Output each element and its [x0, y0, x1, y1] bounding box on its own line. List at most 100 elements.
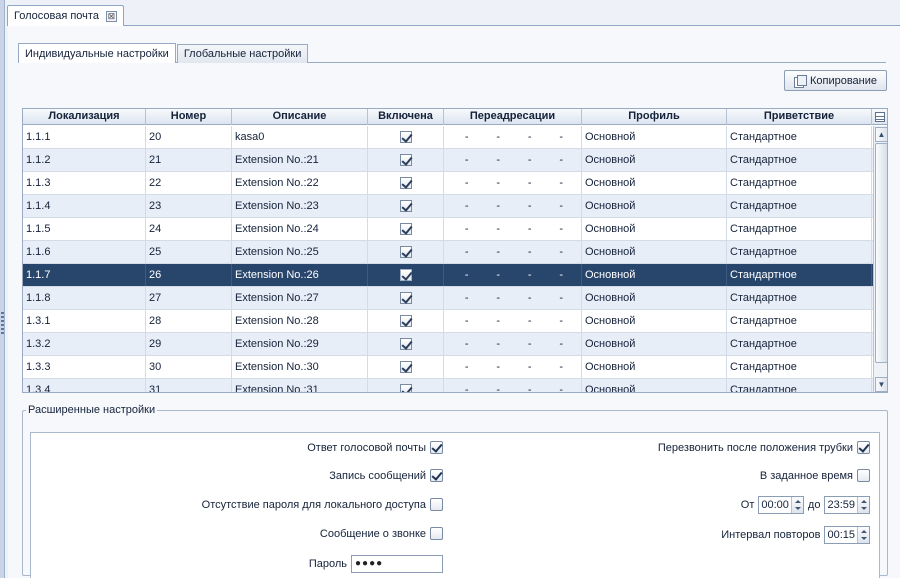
cell-enabled[interactable] [368, 333, 444, 355]
cell-enabled[interactable] [368, 172, 444, 194]
cell-enabled[interactable] [368, 126, 444, 148]
table-row[interactable]: 1.3.2 29 Extension No.:29 - - - - Основной Станд… [23, 333, 873, 356]
cell-description[interactable]: Extension No.:31 [232, 379, 368, 392]
table-row[interactable]: 1.3.3 30 Extension No.:30 - - - - Основной Станд… [23, 356, 873, 379]
scrollbar-thumb[interactable] [875, 143, 887, 363]
cell-greeting[interactable]: Стандартное [727, 264, 872, 286]
cell-localization[interactable]: 1.3.2 [23, 333, 146, 355]
col-header-description[interactable]: Описание [232, 109, 368, 125]
cell-localization[interactable]: 1.1.5 [23, 218, 146, 240]
repeat-interval-stepper-icon[interactable] [857, 527, 869, 543]
table-row[interactable]: 1.3.1 28 Extension No.:28 - - - - Основной Станд… [23, 310, 873, 333]
cell-greeting[interactable]: Стандартное [727, 195, 872, 217]
cell-number[interactable]: 22 [146, 172, 232, 194]
cell-greeting[interactable]: Стандартное [727, 241, 872, 263]
col-header-number[interactable]: Номер [146, 109, 232, 125]
cell-localization[interactable]: 1.1.3 [23, 172, 146, 194]
table-row[interactable]: 1.1.1 20 kasa0 - - - - Основной Стандартное [23, 126, 873, 149]
cell-enabled[interactable] [368, 310, 444, 332]
cell-greeting[interactable]: Стандартное [727, 172, 872, 194]
tab-voicemail[interactable]: Голосовая почта ⊠ [7, 5, 124, 26]
cell-greeting[interactable]: Стандартное [727, 356, 872, 378]
cell-forwarding[interactable]: ---- [444, 356, 582, 378]
cell-forwarding[interactable]: ---- [444, 126, 582, 148]
cell-forwarding[interactable]: ---- [444, 310, 582, 332]
cell-profile[interactable]: Основной [582, 379, 727, 392]
col-header-profile[interactable]: Профиль [582, 109, 727, 125]
cell-enabled[interactable] [368, 356, 444, 378]
cell-number[interactable]: 28 [146, 310, 232, 332]
tab-global-settings[interactable]: Глобальные настройки [176, 44, 309, 63]
record-messages-checkbox[interactable] [430, 469, 443, 482]
cell-description[interactable]: kasa0 [232, 126, 368, 148]
cell-profile[interactable]: Основной [582, 195, 727, 217]
cell-localization[interactable]: 1.1.2 [23, 149, 146, 171]
cell-greeting[interactable]: Стандартное [727, 333, 872, 355]
table-row[interactable]: 1.1.6 25 Extension No.:25 - - - - Основной Станд… [23, 241, 873, 264]
enabled-checkbox[interactable] [399, 338, 412, 351]
cell-number[interactable]: 25 [146, 241, 232, 263]
cell-description[interactable]: Extension No.:27 [232, 287, 368, 309]
cell-forwarding[interactable]: ---- [444, 241, 582, 263]
cell-profile[interactable]: Основной [582, 172, 727, 194]
callback-checkbox[interactable] [857, 441, 870, 454]
cell-number[interactable]: 29 [146, 333, 232, 355]
password-field[interactable]: ●●●● [351, 555, 443, 573]
cell-number[interactable]: 30 [146, 356, 232, 378]
cell-forwarding[interactable]: ---- [444, 264, 582, 286]
cell-number[interactable]: 26 [146, 264, 232, 286]
cell-description[interactable]: Extension No.:24 [232, 218, 368, 240]
cell-profile[interactable]: Основной [582, 126, 727, 148]
splitter-grip[interactable] [1, 312, 4, 334]
time-from-spinner[interactable]: 00:00 [758, 496, 804, 514]
voicemail-answer-checkbox[interactable] [430, 441, 443, 454]
enabled-checkbox[interactable] [399, 177, 412, 190]
cell-forwarding[interactable]: ---- [444, 195, 582, 217]
cell-localization[interactable]: 1.3.3 [23, 356, 146, 378]
scroll-up-icon[interactable]: ▲ [875, 127, 887, 142]
col-header-enabled[interactable]: Включена [368, 109, 444, 125]
cell-greeting[interactable]: Стандартное [727, 287, 872, 309]
enabled-checkbox[interactable] [399, 292, 412, 305]
cell-localization[interactable]: 1.1.1 [23, 126, 146, 148]
table-row[interactable]: 1.1.7 26 Extension No.:26 - - - - Основной Станд… [23, 264, 873, 287]
enabled-checkbox[interactable] [399, 269, 412, 282]
cell-profile[interactable]: Основной [582, 356, 727, 378]
cell-forwarding[interactable]: ---- [444, 287, 582, 309]
column-menu-icon[interactable] [872, 109, 887, 125]
call-message-checkbox[interactable] [430, 527, 443, 540]
enabled-checkbox[interactable] [399, 384, 412, 392]
cell-enabled[interactable] [368, 264, 444, 286]
cell-description[interactable]: Extension No.:30 [232, 356, 368, 378]
set-time-checkbox[interactable] [857, 469, 870, 482]
cell-forwarding[interactable]: ---- [444, 379, 582, 392]
col-header-forwarding[interactable]: Переадресации [444, 109, 582, 125]
cell-enabled[interactable] [368, 241, 444, 263]
cell-forwarding[interactable]: ---- [444, 172, 582, 194]
enabled-checkbox[interactable] [399, 154, 412, 167]
cell-greeting[interactable]: Стандартное [727, 218, 872, 240]
cell-enabled[interactable] [368, 287, 444, 309]
time-to-spinner[interactable]: 23:59 [824, 496, 870, 514]
table-row[interactable]: 1.1.5 24 Extension No.:24 - - - - Основной Станд… [23, 218, 873, 241]
left-splitter[interactable] [0, 0, 5, 578]
cell-localization[interactable]: 1.1.6 [23, 241, 146, 263]
cell-description[interactable]: Extension No.:22 [232, 172, 368, 194]
cell-localization[interactable]: 1.3.1 [23, 310, 146, 332]
cell-profile[interactable]: Основной [582, 218, 727, 240]
scroll-down-icon[interactable]: ▼ [875, 377, 887, 392]
cell-profile[interactable]: Основной [582, 149, 727, 171]
cell-greeting[interactable]: Стандартное [727, 149, 872, 171]
cell-number[interactable]: 24 [146, 218, 232, 240]
cell-profile[interactable]: Основной [582, 310, 727, 332]
close-icon[interactable]: ⊠ [105, 10, 117, 22]
table-row[interactable]: 1.1.8 27 Extension No.:27 - - - - Основной Станд… [23, 287, 873, 310]
enabled-checkbox[interactable] [399, 315, 412, 328]
table-row[interactable]: 1.1.3 22 Extension No.:22 - - - - Основной Станд… [23, 172, 873, 195]
table-row[interactable]: 1.3.4 31 Extension No.:31 - - - - Основной Станд… [23, 379, 873, 392]
table-row[interactable]: 1.1.4 23 Extension No.:23 - - - - Основной Станд… [23, 195, 873, 218]
col-header-greeting[interactable]: Приветствие [727, 109, 872, 125]
cell-description[interactable]: Extension No.:25 [232, 241, 368, 263]
col-header-localization[interactable]: Локализация [23, 109, 146, 125]
repeat-interval-spinner[interactable]: 00:15 [824, 526, 870, 544]
